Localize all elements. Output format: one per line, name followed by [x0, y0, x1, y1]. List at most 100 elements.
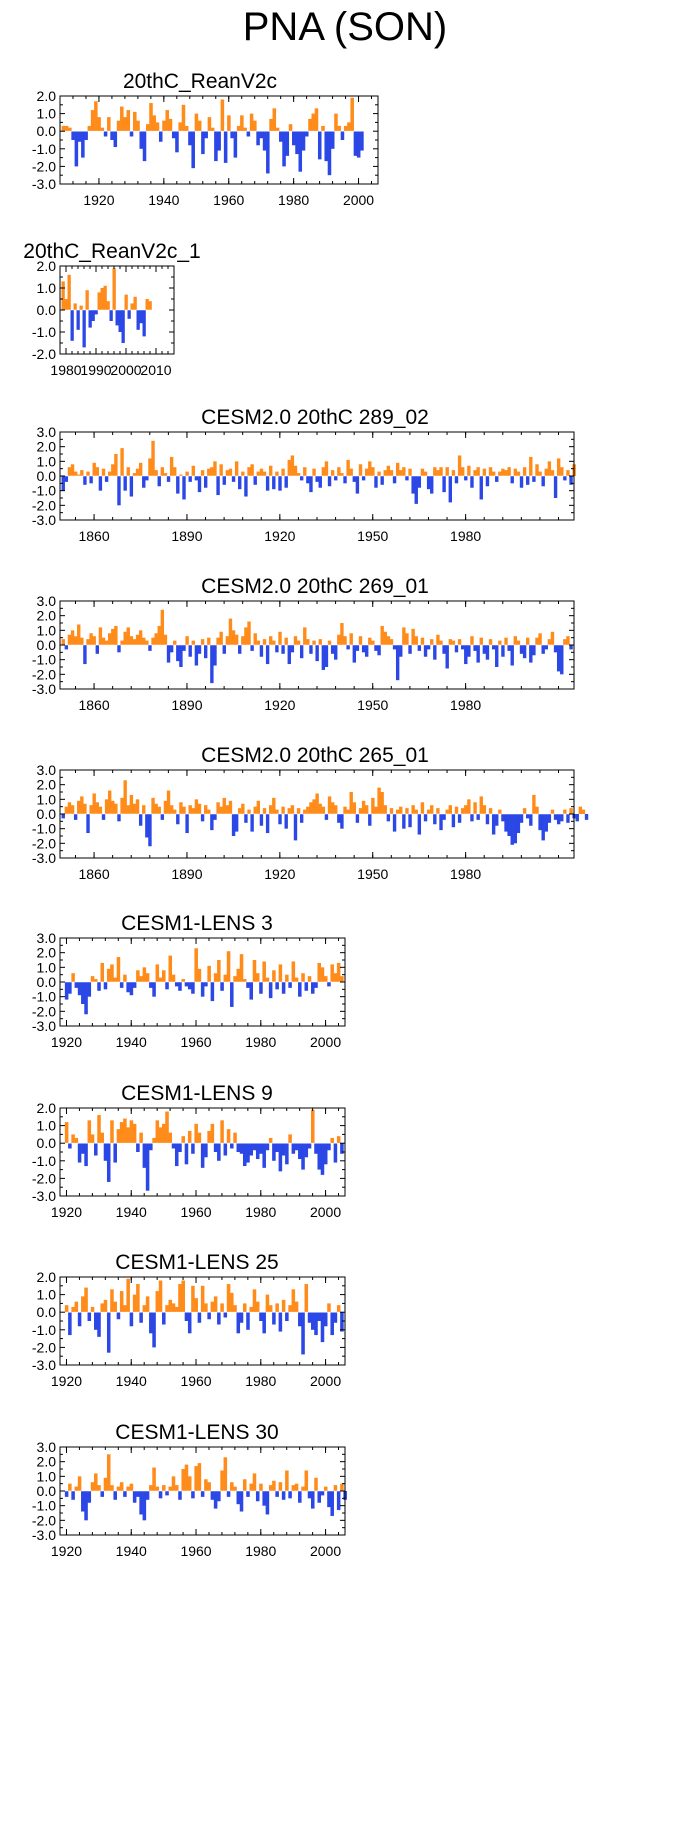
positive-anomaly-bar: [110, 1485, 114, 1491]
y-tick-label: 0.0: [37, 1135, 57, 1151]
positive-anomaly-bar: [116, 120, 121, 132]
positive-anomaly-bar: [249, 1306, 253, 1313]
positive-anomaly-bar: [330, 470, 335, 476]
negative-anomaly-bar: [145, 1143, 150, 1191]
negative-anomaly-bar: [129, 131, 134, 137]
positive-anomaly-bar: [340, 1483, 344, 1491]
negative-anomaly-bar: [259, 645, 264, 657]
negative-anomaly-bar: [275, 645, 279, 653]
negative-anomaly-bar: [216, 476, 220, 496]
positive-anomaly-bar: [98, 806, 103, 814]
positive-anomaly-bar: [408, 468, 412, 476]
y-tick-label: -3.0: [32, 176, 56, 192]
negative-anomaly-bar: [294, 1143, 299, 1151]
negative-anomaly-bar: [136, 1491, 140, 1497]
negative-anomaly-bar: [217, 1143, 221, 1161]
positive-anomaly-bar: [272, 640, 276, 645]
chart-title: CESM2.0 20thC 269_01: [201, 575, 429, 598]
chart-title: CESM2.0 20thC 289_02: [201, 406, 429, 429]
positive-anomaly-bar: [104, 799, 109, 814]
positive-anomaly-bar: [247, 621, 251, 645]
positive-anomaly-bar: [163, 800, 168, 814]
chart-title: CESM1-LENS 30: [115, 1421, 278, 1444]
positive-anomaly-bar: [516, 471, 521, 476]
positive-anomaly-bar: [113, 977, 117, 982]
negative-anomaly-bar: [293, 814, 298, 841]
x-tick-label: 2000: [310, 1034, 341, 1050]
negative-anomaly-bar: [239, 1491, 244, 1512]
negative-anomaly-bar: [279, 131, 283, 142]
negative-anomaly-bar: [464, 476, 468, 481]
negative-anomaly-bar: [309, 645, 313, 654]
negative-anomaly-bar: [327, 1143, 331, 1151]
negative-anomaly-bar: [253, 476, 257, 485]
positive-anomaly-bar: [445, 809, 449, 814]
positive-anomaly-bar: [234, 461, 239, 476]
chart-panel-cesm1-lens-25: CESM1-LENS 25 2.0 1.0 0.0 -1.0 -2.0 -3.0 1920 19…: [0, 1247, 365, 1395]
negative-anomaly-bar: [417, 814, 422, 835]
y-tick-label: -3.0: [32, 1357, 56, 1373]
positive-anomaly-bar: [123, 780, 127, 814]
positive-anomaly-bar: [460, 467, 465, 476]
negative-anomaly-bar: [84, 1143, 88, 1167]
negative-anomaly-bar: [103, 1143, 108, 1161]
positive-anomaly-bar: [285, 1470, 289, 1491]
positive-anomaly-bar: [330, 802, 335, 814]
positive-anomaly-bar: [550, 631, 555, 645]
positive-anomaly-bar: [334, 113, 338, 132]
positive-anomaly-bar: [321, 125, 325, 132]
positive-anomaly-bar: [100, 962, 105, 982]
pna-chart-svg: 20thC_ReanV2c_12.0 1.0 0.0 -1.0 -2.019801990…: [23, 240, 200, 378]
negative-anomaly-bar: [166, 476, 171, 482]
positive-anomaly-bar: [185, 636, 189, 645]
positive-anomaly-bar: [522, 467, 527, 476]
negative-anomaly-bar: [109, 310, 113, 321]
positive-anomaly-bar: [204, 1479, 208, 1491]
positive-anomaly-bar: [516, 640, 521, 645]
positive-anomaly-bar: [182, 806, 186, 814]
negative-anomaly-bar: [222, 645, 226, 654]
positive-anomaly-bar: [123, 117, 127, 132]
positive-anomaly-bar: [191, 465, 195, 476]
positive-anomaly-bar: [241, 803, 245, 814]
negative-anomaly-bar: [399, 645, 403, 657]
negative-anomaly-bar: [84, 131, 88, 140]
positive-anomaly-bar: [308, 118, 312, 132]
positive-anomaly-bar: [210, 1123, 215, 1144]
x-tick-label: 2010: [140, 362, 171, 378]
negative-anomaly-bar: [553, 476, 558, 498]
positive-anomaly-bar: [262, 808, 267, 814]
negative-anomaly-bar: [259, 1312, 263, 1321]
negative-anomaly-bar: [201, 131, 205, 155]
negative-anomaly-bar: [298, 1491, 302, 1503]
y-tick-label: 1.0: [37, 622, 57, 638]
x-tick-label: 1920: [51, 1373, 82, 1389]
positive-anomaly-bar: [423, 471, 428, 476]
negative-anomaly-bar: [123, 476, 127, 491]
y-tick-label: -1.0: [32, 141, 56, 157]
positive-anomaly-bar: [155, 1120, 160, 1144]
positive-anomaly-bar: [275, 809, 279, 814]
negative-anomaly-bar: [299, 476, 304, 481]
positive-anomaly-bar: [138, 630, 143, 645]
negative-anomaly-bar: [203, 645, 208, 659]
negative-anomaly-bar: [272, 1312, 276, 1325]
negative-anomaly-bar: [246, 1143, 250, 1163]
negative-anomaly-bar: [541, 476, 545, 487]
positive-anomaly-bar: [350, 97, 354, 132]
negative-anomaly-bar: [355, 645, 360, 651]
pna-chart-svg: CESM2.0 20thC 289_02 3.02.01.00.0-1.0-2.0…: [32, 406, 576, 544]
positive-anomaly-bar: [74, 1301, 79, 1313]
negative-anomaly-bar: [553, 814, 558, 820]
negative-anomaly-bar: [460, 645, 465, 650]
positive-anomaly-bar: [103, 285, 107, 310]
positive-anomaly-bar: [371, 467, 375, 476]
positive-anomaly-bar: [482, 805, 487, 814]
positive-anomaly-bar: [154, 803, 158, 814]
positive-anomaly-bar: [451, 640, 456, 645]
positive-anomaly-bar: [100, 1132, 105, 1144]
positive-anomaly-bar: [92, 636, 96, 645]
negative-anomaly-bar: [405, 476, 409, 481]
negative-anomaly-bar: [238, 645, 242, 654]
positive-anomaly-bar: [216, 802, 220, 814]
